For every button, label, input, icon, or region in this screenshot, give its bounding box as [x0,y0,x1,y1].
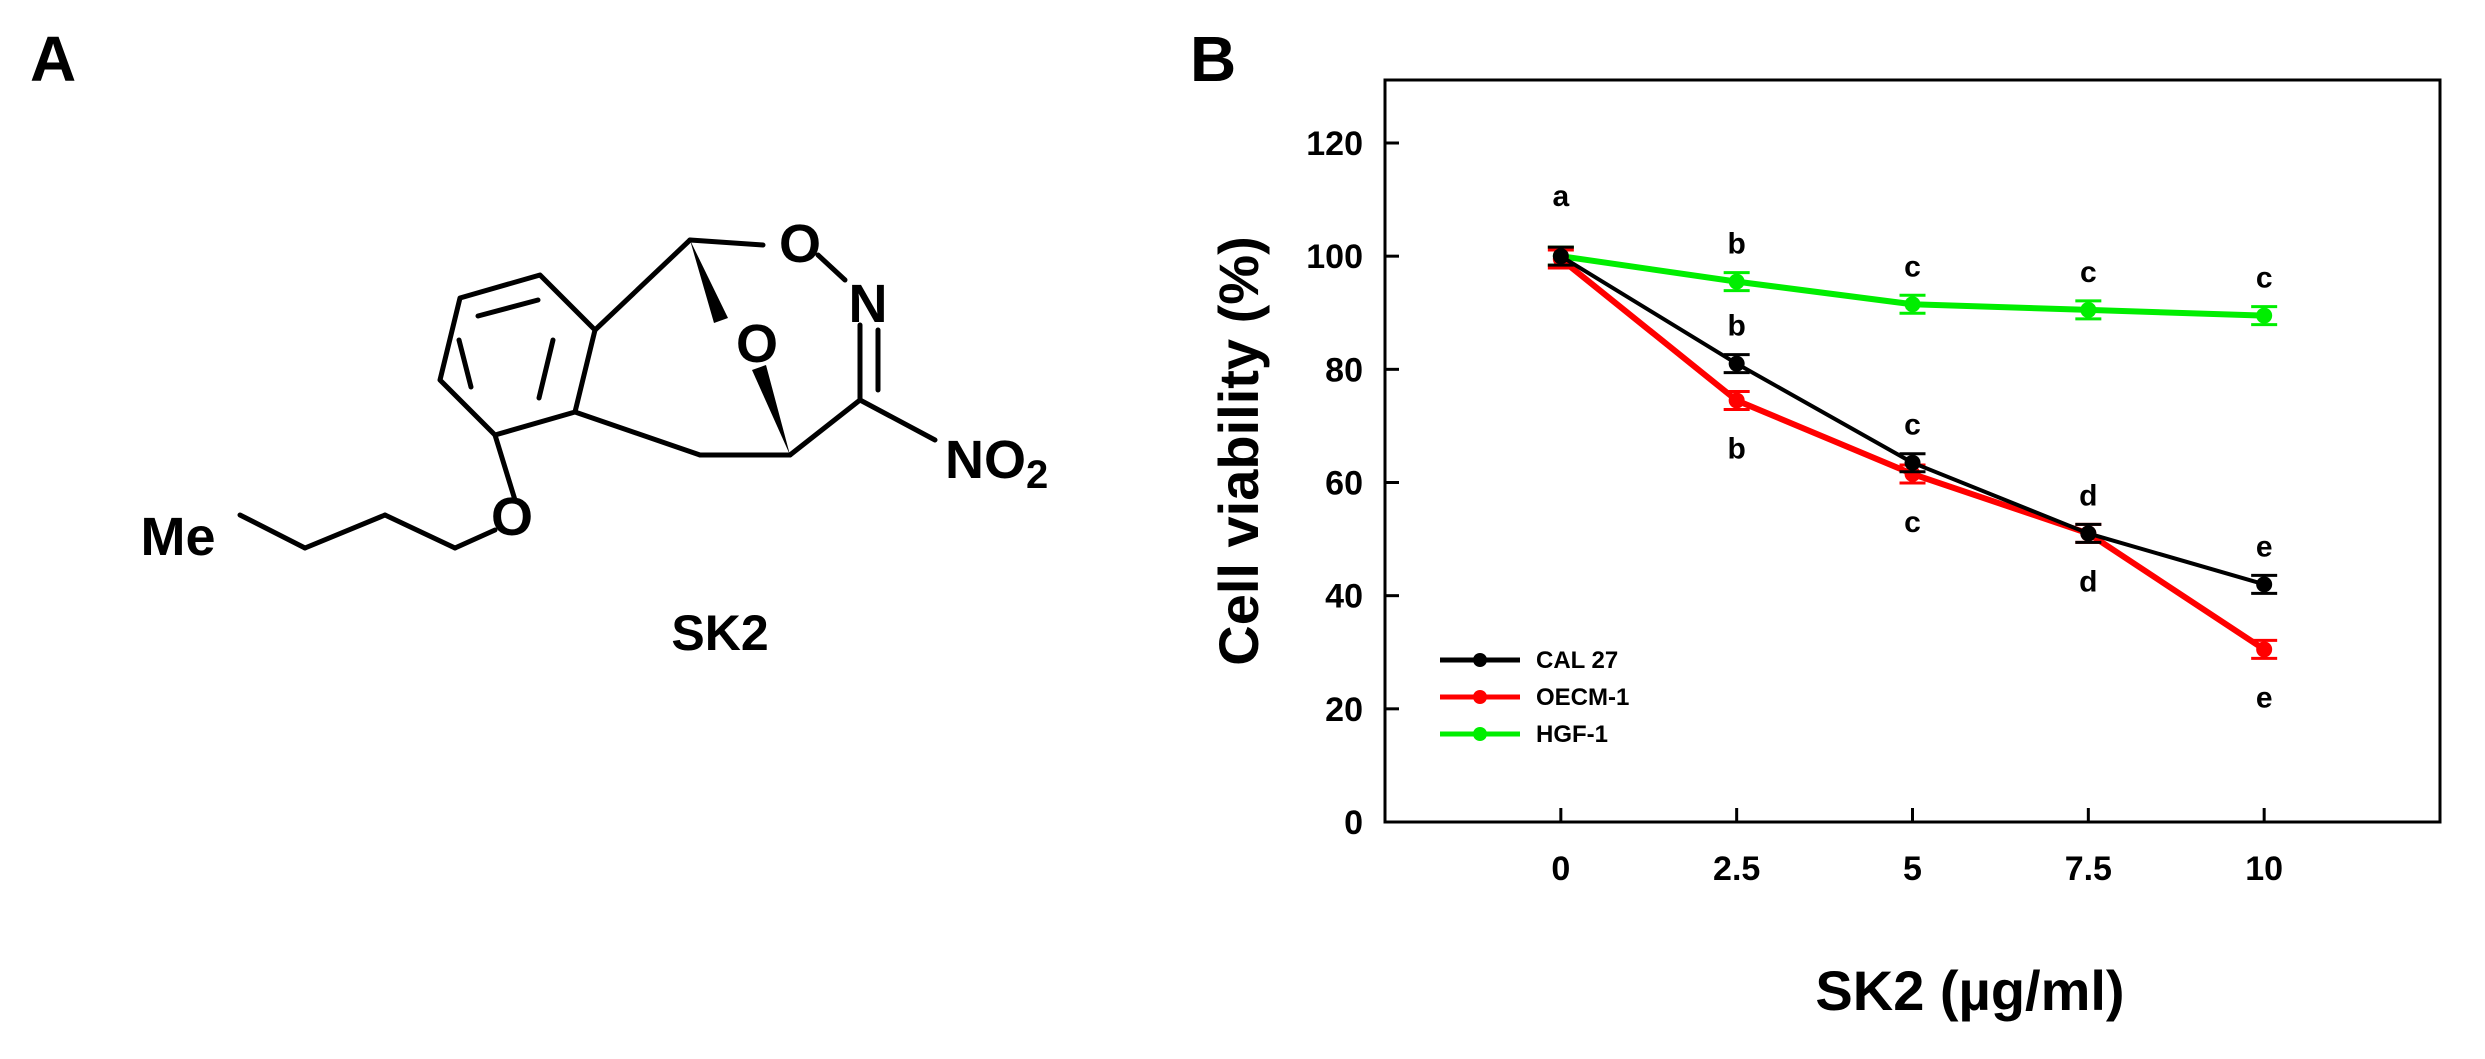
data-point [1904,466,1921,483]
data-point [1728,273,1745,290]
significance-letter: a [1552,180,1569,213]
legend-swatch-marker [1473,653,1487,667]
wedge-bond [690,240,728,323]
significance-letter: e [2256,530,2273,563]
significance-letter: c [1904,506,1921,539]
data-point [2256,307,2273,324]
x-tick-label: 7.5 [2065,850,2112,888]
data-point [2080,525,2097,542]
legend-label: CAL 27 [1536,647,1618,674]
oxygen-ether-label: O [491,487,533,547]
viability-chart: 0 20 40 60 80 100 120 0 2.5 5 7.5 10 b c d e b c d e a b c c c… [1207,78,2442,1022]
data-point [1904,454,1921,471]
y-tick-label: 100 [1306,238,1363,276]
y-tick-label: 0 [1344,804,1363,842]
data-point [2256,641,2273,658]
legend-label: HGF-1 [1536,721,1608,748]
data-point [1904,296,1921,313]
x-axis: 0 2.5 5 7.5 10 [1551,808,2283,888]
y-tick-label: 40 [1325,578,1363,616]
significance-letter: e [2256,681,2273,714]
data-point [2256,576,2273,593]
nitrogen-label: N [849,274,888,334]
panel-label-a: A [30,23,77,95]
significance-letter: c [1904,250,1921,283]
x-axis-title: SK2 (µg/ml) [1815,959,2124,1022]
significance-letter: c [2256,262,2273,295]
y-axis: 0 20 40 60 80 100 120 [1306,125,1399,842]
sk2-structure: O N O NO2 O Me SK2 [140,214,1048,661]
panel-label-b: B [1190,23,1237,95]
x-tick-label: 10 [2245,850,2283,888]
significance-letter: d [2079,479,2097,512]
nitro-label: NO2 [945,430,1048,497]
y-axis-title: Cell viability (%) [1207,236,1270,665]
data-point [1728,392,1745,409]
y-tick-label: 80 [1325,351,1363,389]
legend-swatch-marker [1473,690,1487,704]
significance-letter: b [1728,432,1746,465]
significance-letter: c [1904,409,1921,442]
series-layer [1547,245,2278,660]
significance-letter: b [1728,310,1746,343]
significance-letter: c [2080,256,2097,289]
compound-name: SK2 [671,605,768,661]
significance-letter: d [2079,565,2097,598]
data-point [1728,355,1745,372]
legend-label: OECM-1 [1536,684,1629,711]
y-tick-label: 20 [1325,691,1363,729]
wedge-bond [752,365,790,455]
significance-letter: b [1728,228,1746,261]
oxygen-bridge-label: O [736,314,778,374]
y-tick-label: 60 [1325,465,1363,503]
significance-letters: b c d e b c d e a b c c c [1552,180,2272,714]
x-tick-label: 5 [1903,850,1922,888]
y-tick-label: 120 [1306,125,1363,163]
methyl-label: Me [140,507,215,567]
data-point [2080,301,2097,318]
data-point [1552,248,1569,265]
legend-swatch-marker [1473,727,1487,741]
x-tick-label: 2.5 [1713,850,1760,888]
oxygen-ring-label: O [779,214,821,274]
x-tick-label: 0 [1551,850,1570,888]
legend: CAL 27 OECM-1 HGF-1 [1440,647,1629,748]
molecule-bonds [237,237,938,551]
